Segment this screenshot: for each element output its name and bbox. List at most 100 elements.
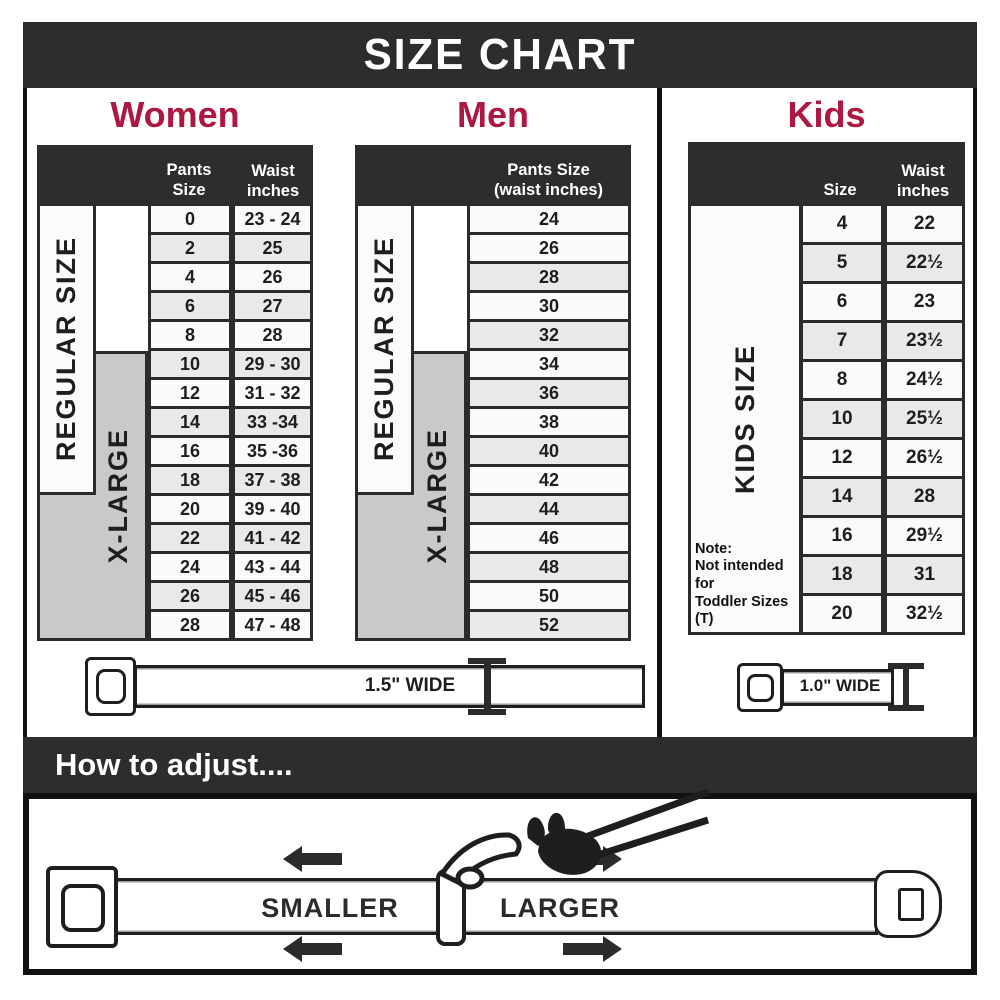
table-cell: 0 [148,203,232,235]
table-cell: 31 - 32 [232,377,313,409]
hand-illustration [438,788,710,890]
table-cell: 28 [148,609,232,641]
table-cell: 23½ [884,320,965,362]
table-cell: 16 [800,515,884,557]
table-cell: 39 - 40 [232,493,313,525]
how-to-adjust-bar: How to adjust.... [23,737,977,793]
table-cell: 26½ [884,437,965,479]
kids-belt-width-label: 1.0" WIDE [799,676,881,695]
women-table-header: Pants Size Waist inches [37,145,313,206]
men-header-line2: (waist inches) [493,180,604,199]
how-to-adjust-heading: How to adjust.... [55,747,293,782]
kids-waist-column: 22 22½ 23 23½ 24½ 25½ 26½ 28 29½ 31 32½ [884,203,965,635]
table-cell: 14 [800,476,884,518]
arrow-right-lower-icon [563,936,622,962]
table-cell: 25½ [884,398,965,440]
page-title: SIZE CHART [363,30,637,79]
kids-note-line1: Note: [695,540,733,557]
table-cell: 45 - 46 [232,580,313,612]
table-cell: 8 [800,359,884,401]
table-cell: 37 - 38 [232,464,313,496]
panel-border-right [973,88,977,737]
table-cell: 20 [148,493,232,525]
table-cell: 22 [884,203,965,245]
table-cell: 28 [467,261,631,293]
table-cell: 24½ [884,359,965,401]
table-cell: 6 [148,290,232,322]
table-cell: 38 [467,406,631,438]
table-cell: 42 [467,464,631,496]
table-cell: 27 [232,290,313,322]
panel-divider [657,88,662,737]
title-bar: SIZE CHART [23,22,977,88]
table-cell: 30 [467,290,631,322]
table-cell: 34 [467,348,631,380]
table-cell: 5 [800,242,884,284]
adjust-belt-strap [112,878,878,935]
table-cell: 28 [232,319,313,351]
adult-belt-strap [134,665,645,708]
table-cell: 44 [467,493,631,525]
table-cell: 46 [467,522,631,554]
table-cell: 32 [467,319,631,351]
table-cell: 12 [800,437,884,479]
women-regular-label: REGULAR SIZE [51,236,81,462]
adjust-belt-latch-hole-icon [898,888,924,921]
kids-heading: Kids [787,94,866,135]
women-waist-header: Waist inches [246,162,300,200]
table-cell: 26 [467,232,631,264]
table-cell: 16 [148,435,232,467]
smaller-label: SMALLER [261,892,399,923]
table-cell: 10 [800,398,884,440]
table-cell: 2 [148,232,232,264]
kids-table-header: Size Waist inches [688,142,965,206]
kids-note-line3: Toddler Sizes (T) [695,593,789,628]
kids-belt-buckle-hole-icon [747,674,774,702]
men-regular-label: REGULAR SIZE [369,236,399,462]
table-cell: 24 [467,203,631,235]
table-cell: 52 [467,609,631,641]
table-cell: 23 [884,281,965,323]
men-heading: Men [457,94,529,135]
men-regular-box: REGULAR SIZE [355,203,414,495]
women-size-column: 0 2 4 6 8 10 12 14 16 18 20 22 24 26 28 [148,203,232,641]
arrow-left-upper-icon [283,846,342,872]
kids-waist-header: Waist inches [896,162,950,200]
table-cell: 35 -36 [232,435,313,467]
women-waist-column: 23 - 24 25 26 27 28 29 - 30 31 - 32 33 -34 35 -3… [232,203,313,641]
table-cell: 40 [467,435,631,467]
table-cell: 48 [467,551,631,583]
table-cell: 4 [148,261,232,293]
adult-belt-buckle-hole-icon [96,669,126,704]
kids-size-label: KIDS SIZE [729,343,760,495]
adjust-belt-slider-icon [436,869,466,946]
men-pants-size-header: Pants Size (waist inches) [467,161,630,200]
table-cell: 29 - 30 [232,348,313,380]
women-xlarge-label: X-LARGE [103,428,133,564]
men-header-line1: Pants Size [507,161,590,180]
men-table-header: Pants Size (waist inches) [355,145,631,206]
arrow-left-lower-icon [283,936,342,962]
table-cell: 23 - 24 [232,203,313,235]
kids-size-box: KIDS SIZE Note: Not intended for Toddler… [688,203,802,635]
table-cell: 18 [800,554,884,596]
kids-size-column: 4 5 6 7 8 10 12 14 16 18 20 [800,203,884,635]
table-cell: 28 [884,476,965,518]
table-cell: 6 [800,281,884,323]
women-pants-size-header: Pants Size [166,161,212,199]
table-cell: 24 [148,551,232,583]
table-cell: 18 [148,464,232,496]
table-cell: 7 [800,320,884,362]
men-xlarge-label: X-LARGE [422,428,452,564]
table-cell: 43 - 44 [232,551,313,583]
women-heading: Women [110,94,240,135]
table-cell: 14 [148,406,232,438]
table-cell: 50 [467,580,631,612]
table-cell: 31 [884,554,965,596]
larger-label: LARGER [500,892,620,923]
table-cell: 26 [148,580,232,612]
table-cell: 36 [467,377,631,409]
kids-note: Note: Not intended for Toddler Sizes (T) [695,541,799,629]
table-cell: 4 [800,203,884,245]
